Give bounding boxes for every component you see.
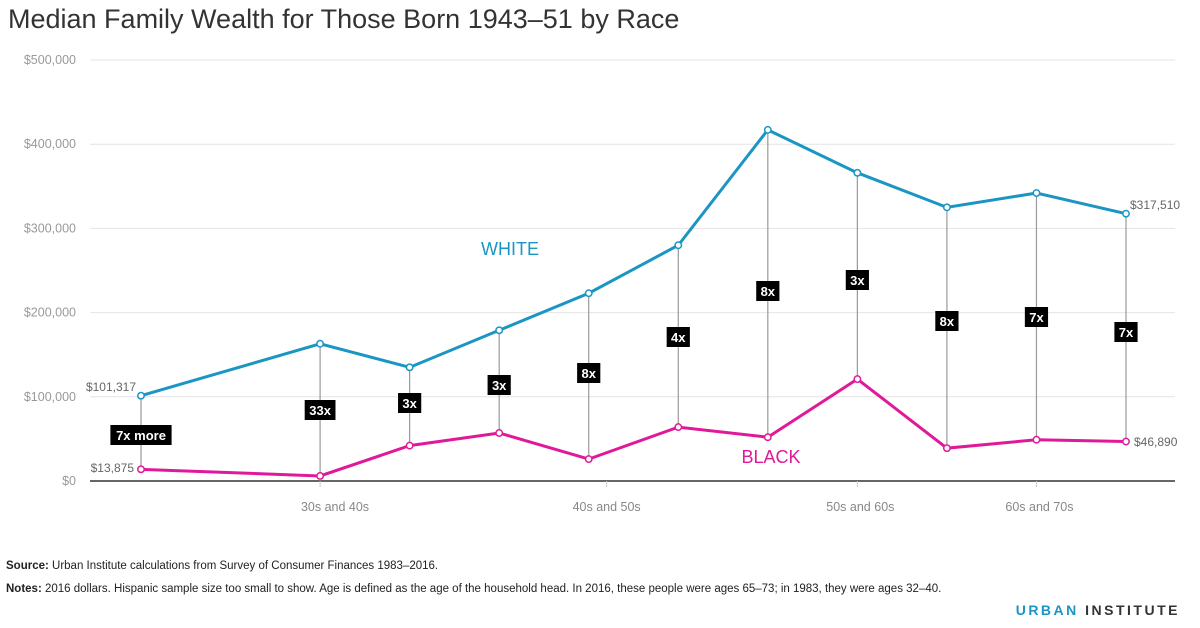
notes-label: Notes: — [6, 583, 42, 595]
y-tick-label: $500,000 — [24, 53, 76, 67]
ratio-badge — [487, 375, 511, 395]
ratio-badge — [666, 327, 690, 347]
source-label: Source: — [6, 560, 49, 572]
y-tick-label: $200,000 — [24, 306, 76, 320]
source-note: Source: Urban Institute calculations fro… — [6, 560, 438, 572]
data-point-black — [763, 433, 772, 442]
value-label: $101,317 — [86, 380, 136, 394]
ratio-badge — [110, 425, 172, 445]
data-point-black — [137, 465, 145, 474]
data-point-white — [942, 203, 951, 212]
data-point-white — [405, 363, 414, 372]
data-point-white — [1032, 189, 1041, 197]
data-point-white — [1122, 209, 1130, 218]
x-tick-label: 50s and 60s — [826, 500, 894, 514]
data-point-black — [495, 429, 504, 437]
data-point-black — [1032, 435, 1041, 444]
ratio-label: 4x — [671, 330, 686, 345]
source-text: Urban Institute calculations from Survey… — [48, 560, 439, 572]
ratio-badge — [935, 311, 959, 331]
value-label: $13,875 — [91, 461, 135, 475]
notes-text: 2016 dollars. Hispanic sample size too s… — [41, 583, 942, 595]
ratio-badge — [398, 393, 422, 413]
data-point-black — [853, 375, 862, 384]
series-line-white — [140, 128, 1127, 398]
ratio-label: 8x — [940, 314, 955, 329]
ratio-label: 3x — [850, 273, 865, 288]
ratio-label: 3x — [402, 396, 417, 411]
value-label: $317,510 — [1130, 198, 1180, 212]
data-point-white — [316, 339, 325, 348]
ratio-label: 8x — [761, 284, 776, 299]
chart-title: Median Family Wealth for Those Born 1943… — [8, 4, 680, 34]
data-point-black — [674, 423, 683, 432]
ratio-badge — [1114, 322, 1138, 342]
series-line-black — [140, 377, 1127, 478]
data-point-black — [405, 441, 414, 450]
y-tick-label: $0 — [62, 474, 76, 488]
ratio-badge — [304, 400, 336, 420]
ratio-label: 7x — [1029, 310, 1044, 325]
data-point-white — [674, 241, 683, 250]
data-point-black — [1122, 437, 1130, 446]
logo-urban: URBAN — [1015, 602, 1079, 618]
data-point-white — [584, 289, 593, 298]
notes: Notes: 2016 dollars. Hispanic sample siz… — [6, 583, 941, 595]
ratio-badge — [577, 363, 601, 383]
data-point-white — [137, 391, 145, 400]
y-tick-label: $400,000 — [24, 137, 76, 151]
ratio-label: 7x — [1119, 325, 1134, 340]
data-point-black — [584, 455, 593, 464]
x-tick-label: 30s and 40s — [301, 500, 369, 514]
x-tick-label: 60s and 70s — [1005, 500, 1073, 514]
ratio-badge — [1024, 307, 1049, 327]
series-label-white: WHITE — [481, 239, 539, 259]
ratio-label: 3x — [492, 378, 507, 393]
ratio-label: 7x more — [116, 428, 166, 443]
ratio-badge — [756, 281, 780, 301]
data-point-white — [763, 125, 772, 134]
ratio-badge — [845, 270, 869, 290]
data-point-black — [942, 444, 951, 453]
y-tick-label: $300,000 — [24, 221, 76, 235]
data-point-black — [316, 471, 325, 480]
data-point-white — [853, 168, 862, 177]
ratio-label: 8x — [581, 366, 596, 381]
logo-institute: INSTITUTE — [1085, 602, 1180, 618]
urban-institute-logo: URBAN INSTITUTE — [1016, 602, 1180, 618]
series-label-black: BLACK — [741, 447, 800, 467]
value-label: $46,890 — [1134, 435, 1178, 449]
ratio-label: 33x — [309, 403, 331, 418]
x-tick-label: 40s and 50s — [573, 500, 641, 514]
y-tick-label: $100,000 — [24, 390, 76, 404]
data-point-white — [495, 326, 504, 335]
